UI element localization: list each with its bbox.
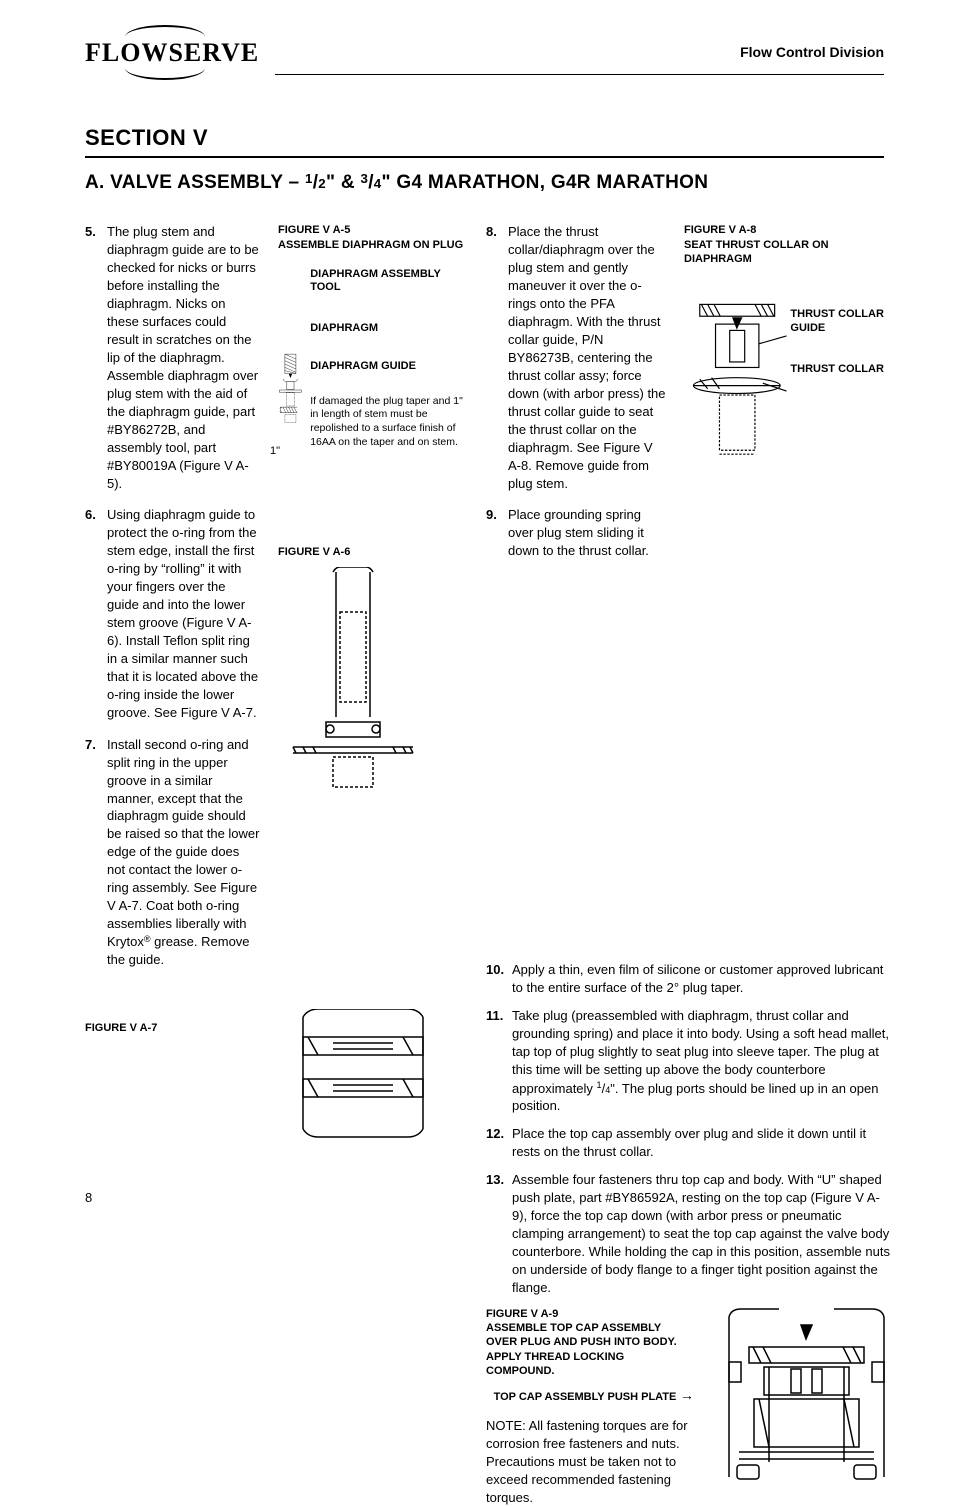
fig-a5-label-tool: DIAPHRAGM ASSEMBLY TOOL: [310, 268, 468, 294]
header-rule: [275, 74, 884, 75]
step-7a: Install second o-ring and split ring in …: [107, 737, 259, 949]
subsection-title: A. VALVE ASSEMBLY – 1/2" & 3/4" G4 MARAT…: [85, 170, 884, 196]
fig-a5-note: If damaged the plug taper and 1" in leng…: [310, 395, 468, 450]
step-13: 13.Assemble four fasteners thru top cap …: [486, 1171, 894, 1297]
content-grid: 5.The plug stem and diaphragm guide are …: [85, 223, 884, 1507]
col-figs-a5-a6: FIGURE V A-5 ASSEMBLE DIAPHRAGM ON PLUG: [278, 223, 468, 797]
col-right-steps-1: 8.Place the thrust collar/diaphragm over…: [486, 223, 666, 574]
step-9-text: Place grounding spring over plug stem sl…: [508, 506, 666, 560]
step-5: 5.The plug stem and diaphragm guide are …: [85, 223, 260, 492]
step-10: 10.Apply a thin, even film of silicone o…: [486, 961, 894, 997]
step-6-text: Using diaphragm guide to protect the o-r…: [107, 506, 260, 721]
fig-a5-dim: 1": [270, 444, 460, 459]
step-12: 12.Place the top cap assembly over plug …: [486, 1125, 894, 1161]
fig-a7-title-wrap: FIGURE V A-7: [85, 1021, 260, 1043]
fig-a9-diagram: [719, 1307, 894, 1497]
step-8: 8.Place the thrust collar/diaphragm over…: [486, 223, 666, 492]
page-header: FLOWSERVE Flow Control Division: [85, 35, 884, 70]
fig-a9-title: FIGURE V A-9 ASSEMBLE TOP CAP ASSEMBLY O…: [486, 1307, 686, 1378]
page-number: 8: [85, 1189, 92, 1207]
step-11-text: Take plug (preassembled with diaphragm, …: [512, 1007, 894, 1116]
fig-a8-label-guide: THRUST COLLAR GUIDE: [790, 308, 894, 334]
step-12-text: Place the top cap assembly over plug and…: [512, 1125, 894, 1161]
frac14n: 1: [597, 1080, 602, 1090]
flowserve-logo: FLOWSERVE: [85, 35, 259, 70]
step-9: 9.Place grounding spring over plug stem …: [486, 506, 666, 560]
fig-a9-label: TOP CAP ASSEMBLY PUSH PLATE: [494, 1391, 677, 1404]
frac1-d: 2: [318, 176, 326, 191]
fig-a6-title: FIGURE V A-6: [278, 545, 468, 559]
step-7: 7.Install second o-ring and split ring i…: [85, 736, 260, 969]
division-label: Flow Control Division: [740, 43, 884, 62]
step-11: 11.Take plug (preassembled with diaphrag…: [486, 1007, 894, 1116]
frac2-n: 3: [360, 171, 368, 186]
fig-a8-label-collar: THRUST COLLAR: [790, 363, 894, 376]
note-text: NOTE: All fastening torques are for corr…: [486, 1417, 704, 1507]
step-7-text: Install second o-ring and split ring in …: [107, 736, 260, 969]
fig-a5-title: FIGURE V A-5 ASSEMBLE DIAPHRAGM ON PLUG: [278, 223, 468, 252]
frac1-n: 1: [305, 171, 313, 186]
subsection-prefix: A. VALVE ASSEMBLY –: [85, 172, 305, 193]
fig-a9-row: FIGURE V A-9 ASSEMBLE TOP CAP ASSEMBLY O…: [486, 1307, 894, 1507]
subsection-suffix: " G4 MARATHON, G4R MARATHON: [381, 172, 708, 193]
col-fig-a8: FIGURE V A-8 SEAT THRUST COLLAR ON DIAPH…: [684, 223, 894, 524]
fig-a7-title: FIGURE V A-7: [85, 1021, 260, 1035]
step-5-text: The plug stem and diaphragm guide are to…: [107, 223, 260, 492]
fig-a8-diagram: [684, 274, 790, 524]
step-10-text: Apply a thin, even film of silicone or c…: [512, 961, 894, 997]
fig-a7-wrap: [278, 1009, 468, 1139]
section-title: SECTION V: [85, 123, 884, 158]
step-6: 6.Using diaphragm guide to protect the o…: [85, 506, 260, 721]
fig-a5-diagram: [278, 260, 304, 520]
subsection-mid: " &: [326, 172, 361, 193]
fig-a8-title: FIGURE V A-8 SEAT THRUST COLLAR ON DIAPH…: [684, 223, 894, 266]
col-left-steps: 5.The plug stem and diaphragm guide are …: [85, 223, 260, 983]
col-right-wide: 10.Apply a thin, even film of silicone o…: [486, 961, 894, 1507]
fig-a6-diagram: [278, 567, 428, 797]
step-8-text: Place the thrust collar/diaphragm over t…: [508, 223, 666, 492]
fig-a7-diagram: [278, 1009, 448, 1139]
fig-a5-label-diaphragm: DIAPHRAGM: [310, 322, 468, 335]
fig-a5-label-guide: DIAPHRAGM GUIDE: [310, 360, 468, 373]
step-13-text: Assemble four fasteners thru top cap and…: [512, 1171, 894, 1297]
